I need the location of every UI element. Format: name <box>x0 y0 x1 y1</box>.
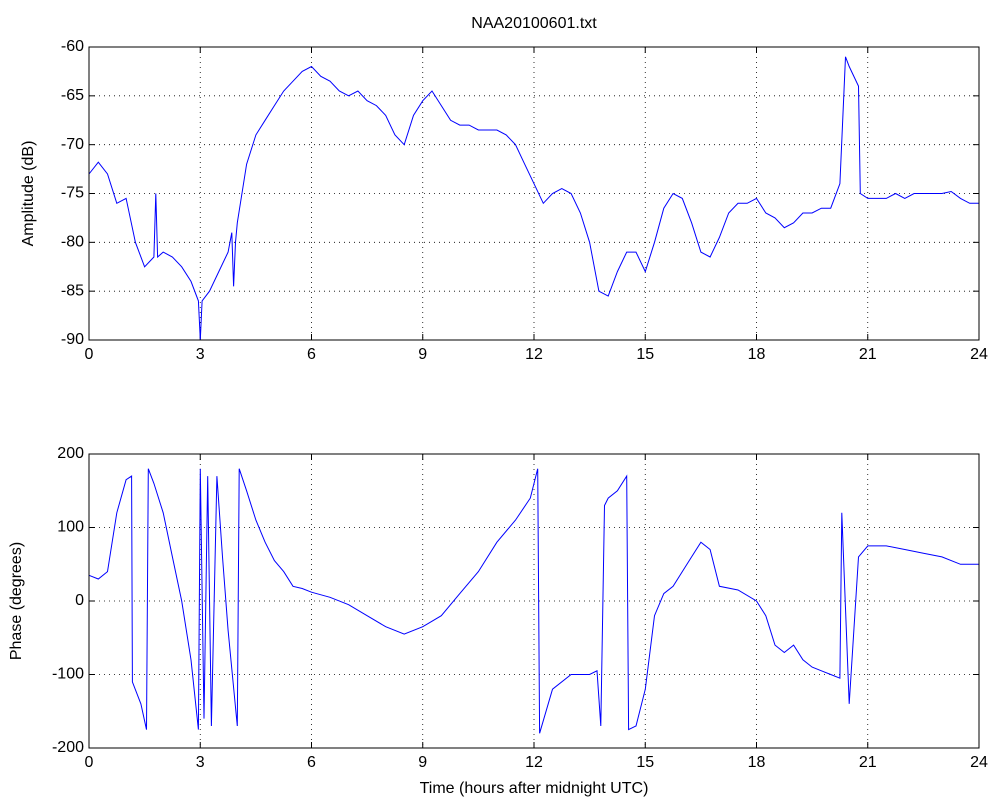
x-tick-label: 15 <box>636 754 654 771</box>
x-tick-label: 12 <box>525 754 543 771</box>
x-tick-label: 9 <box>418 754 427 771</box>
y-tick-label: -70 <box>61 136 84 153</box>
x-tick-label: 21 <box>859 346 877 363</box>
x-tick-label: 6 <box>307 754 316 771</box>
chart-title: NAA20100601.txt <box>471 15 597 32</box>
y-tick-label: -100 <box>52 666 84 683</box>
data-line <box>88 468 979 734</box>
y-axis-label: Phase (degrees) <box>8 542 25 660</box>
x-tick-label: 12 <box>525 346 543 363</box>
x-tick-label: 3 <box>196 346 205 363</box>
y-tick-label: -200 <box>52 739 84 756</box>
y-tick-label: -60 <box>61 38 84 55</box>
data-line <box>88 56 979 341</box>
y-tick-label: -85 <box>61 282 84 299</box>
y-tick-label: -65 <box>61 87 84 104</box>
y-tick-label: 200 <box>57 445 84 462</box>
x-tick-label: 9 <box>418 346 427 363</box>
axes-frame <box>88 46 980 341</box>
x-tick-label: 24 <box>970 346 988 363</box>
x-tick-label: 18 <box>748 346 766 363</box>
x-tick-label: 0 <box>85 346 94 363</box>
y-tick-label: 100 <box>57 519 84 536</box>
x-tick-label: 3 <box>196 754 205 771</box>
x-tick-label: 24 <box>970 754 988 771</box>
axes-frame <box>88 453 980 749</box>
x-axis-label: Time (hours after midnight UTC) <box>420 780 649 797</box>
x-tick-label: 15 <box>636 346 654 363</box>
y-tick-label: -90 <box>61 331 84 348</box>
x-tick-label: 6 <box>307 346 316 363</box>
y-tick-label: 0 <box>75 592 84 609</box>
y-axis-label: Amplitude (dB) <box>20 141 37 247</box>
x-tick-label: 0 <box>85 754 94 771</box>
y-tick-label: -75 <box>61 185 84 202</box>
x-tick-label: 18 <box>748 754 766 771</box>
x-tick-label: 21 <box>859 754 877 771</box>
y-tick-label: -80 <box>61 234 84 251</box>
